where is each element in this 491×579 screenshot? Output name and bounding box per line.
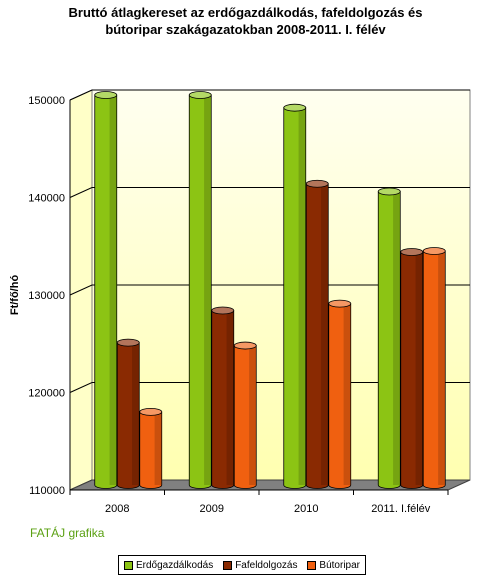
bar-shadow <box>154 411 162 485</box>
y-tick-label: 130000 <box>28 290 65 302</box>
bar-shadow <box>321 183 328 485</box>
legend-label: Erdőgazdálkodás <box>135 559 214 571</box>
bar-shadow <box>343 303 351 485</box>
bar <box>188 94 212 489</box>
y-tick-label: 110000 <box>29 485 65 497</box>
bar-top <box>305 179 329 188</box>
bar <box>94 94 118 489</box>
x-tick-label: 2010 <box>294 503 318 515</box>
bar-top <box>188 91 212 99</box>
bar <box>305 183 329 489</box>
x-tick-label: 2008 <box>105 503 129 515</box>
bar <box>400 251 424 489</box>
bar-top <box>116 338 140 347</box>
legend-item: Erdőgazdálkodás <box>123 559 214 571</box>
legend-swatch <box>223 560 233 570</box>
bar-top <box>94 91 118 99</box>
chart-title: Bruttó átlagkereset az erdőgazdálkodás, … <box>0 4 491 38</box>
x-tick-label: 2011. I.félév <box>371 503 431 515</box>
bar-shadow <box>204 95 211 485</box>
chart-title-line-2: bútoripar szakágazatokban 2008-2011. I. … <box>105 22 386 37</box>
bar-top <box>283 103 307 112</box>
legend-label: Bútoripar <box>319 559 360 571</box>
legend: Erdőgazdálkodás Fafeldolgozás Bútoripar <box>118 555 366 575</box>
y-axis-label: Ft/fő/hó <box>9 275 21 316</box>
bar <box>233 345 257 489</box>
bar-top <box>211 306 235 315</box>
bar-top <box>328 299 352 308</box>
chart-title-line-1: Bruttó átlagkereset az erdőgazdálkodás, … <box>68 5 423 20</box>
bar-shadow <box>109 95 117 485</box>
bar-shadow <box>249 345 256 485</box>
bar <box>422 250 446 489</box>
gridline <box>69 284 470 296</box>
bar-shadow <box>132 342 139 485</box>
bar-shadow <box>226 310 234 485</box>
legend-item: Bútoripar <box>307 560 360 571</box>
bar-shadow <box>415 251 423 485</box>
bar-top <box>233 341 257 350</box>
bar-shadow <box>438 251 445 485</box>
bar <box>328 303 352 489</box>
bar-top <box>422 247 446 255</box>
x-tick-label: 2009 <box>200 503 224 515</box>
bar <box>211 310 235 489</box>
bar-top <box>139 407 163 416</box>
bar <box>139 411 163 489</box>
bar-shadow <box>298 107 306 486</box>
bar-shadow <box>393 191 400 485</box>
y-tick-label: 140000 <box>28 193 65 205</box>
bar-top <box>377 187 401 196</box>
bar <box>116 342 140 489</box>
bar <box>377 191 401 489</box>
gridline <box>69 89 470 101</box>
legend-swatch <box>123 560 133 570</box>
source-label: FATÁJ grafika <box>30 526 105 540</box>
legend-item: Fafeldolgozás <box>223 560 297 571</box>
legend-swatch <box>307 560 317 570</box>
bar-top <box>400 248 424 256</box>
legend-label: Fafeldolgozás <box>235 559 298 571</box>
y-tick-label: 120000 <box>28 388 65 400</box>
bar <box>283 107 307 489</box>
y-tick-label: 150000 <box>28 95 65 107</box>
gridline <box>69 187 470 198</box>
